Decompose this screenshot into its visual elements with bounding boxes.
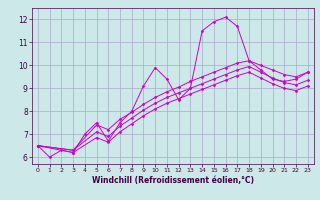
X-axis label: Windchill (Refroidissement éolien,°C): Windchill (Refroidissement éolien,°C) <box>92 176 254 185</box>
